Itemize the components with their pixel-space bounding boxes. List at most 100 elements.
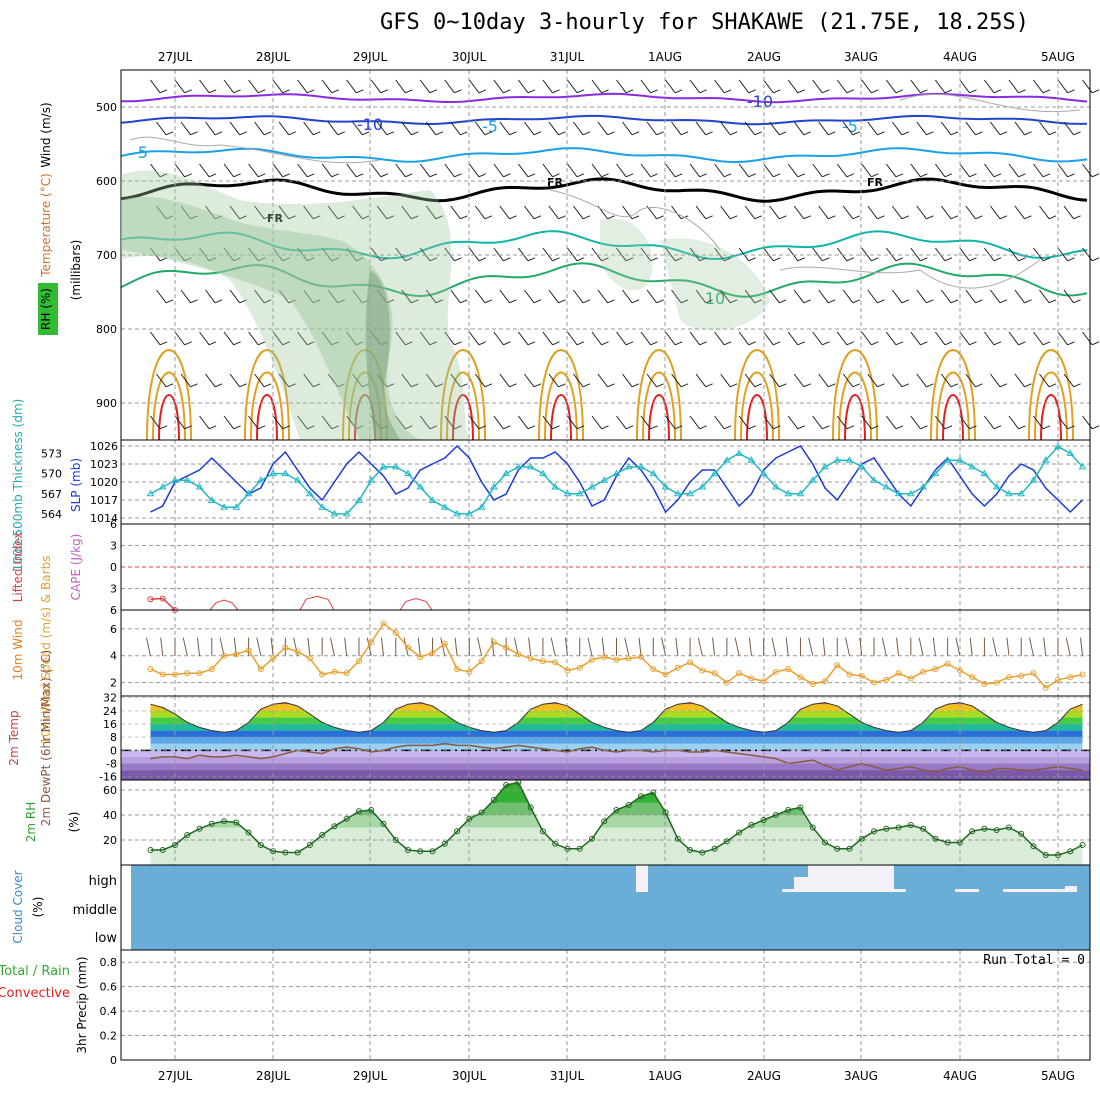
wind-barb xyxy=(861,79,872,94)
wind-barb xyxy=(616,331,627,346)
wind-barb-feather xyxy=(852,383,861,388)
wind-barb-feather xyxy=(601,425,609,430)
wind-barb xyxy=(493,247,504,262)
thickness-point xyxy=(195,483,204,490)
wind-barb xyxy=(160,637,164,656)
wind-speed-point xyxy=(883,676,890,683)
date-label-top: 3AUG xyxy=(844,50,878,64)
wind-barb-feather xyxy=(748,173,756,178)
wind-barb xyxy=(763,247,774,262)
wind-barb-feather xyxy=(975,383,983,388)
rh-band xyxy=(150,815,1083,828)
wind-barb xyxy=(793,289,805,304)
wind-barb xyxy=(1043,637,1047,656)
wind-barb-feather xyxy=(944,425,953,430)
wind-barb-feather xyxy=(478,425,487,430)
wind-barb xyxy=(738,163,750,178)
wind-barb-feather xyxy=(969,89,977,94)
wind-barb-feather xyxy=(558,383,566,388)
wind-barb-feather xyxy=(356,173,364,178)
wind-barb-feather xyxy=(950,299,959,304)
wind-barb-feather xyxy=(656,383,664,388)
temperature-band xyxy=(121,756,1090,764)
thickness-point xyxy=(551,483,560,490)
wind-barb xyxy=(440,637,446,656)
boundary-layer-contour xyxy=(446,371,480,441)
wind-barb xyxy=(370,163,382,178)
wind-barb xyxy=(748,637,752,656)
wind-barb xyxy=(910,331,921,346)
wind-barb-feather xyxy=(601,257,609,262)
wind-barb xyxy=(401,205,412,220)
wind-barb xyxy=(1082,247,1093,262)
wind-barb xyxy=(174,331,186,346)
wind-barb-feather xyxy=(257,173,266,178)
wind-barb xyxy=(180,121,192,136)
wind-barb-feather xyxy=(331,89,339,94)
wind-barb xyxy=(665,79,676,94)
wind-barb-feather xyxy=(773,173,781,178)
wind-barb-feather xyxy=(233,89,241,94)
wind-barb-feather xyxy=(1048,131,1057,136)
rh-point xyxy=(441,840,448,847)
wind-barb-feather xyxy=(901,131,910,136)
wind-barb-feather xyxy=(307,89,315,94)
wind-barb-feather xyxy=(699,257,707,262)
wind-barb-feather xyxy=(650,341,658,346)
wind-barb xyxy=(1014,121,1025,136)
rh-point xyxy=(687,847,694,853)
rh-point xyxy=(380,820,387,827)
wind-barb-feather xyxy=(625,425,634,430)
wind-barb-feather xyxy=(257,425,266,430)
wind-speed-point xyxy=(172,671,178,678)
temperature-band xyxy=(150,730,1083,738)
wind-barb xyxy=(346,79,357,94)
wind-barb xyxy=(346,415,357,430)
thickness-point xyxy=(563,489,572,497)
wind-barb xyxy=(812,163,823,178)
wind-barb-feather xyxy=(993,173,1002,178)
wind-barb-feather xyxy=(699,425,707,430)
wind-barb-feather xyxy=(411,215,419,220)
wind-barb xyxy=(861,415,872,430)
wind-barb-feather xyxy=(165,299,174,304)
thickness-point xyxy=(502,469,510,477)
wind-barb-feather xyxy=(159,257,168,262)
rh-point xyxy=(601,818,608,825)
wind-barb xyxy=(918,637,924,656)
wind-barb-feather xyxy=(233,257,241,262)
wind-barb xyxy=(714,415,725,430)
wind-barb xyxy=(616,79,627,94)
lifted-index-point xyxy=(147,596,154,603)
rh-point xyxy=(1079,842,1086,848)
date-label-top: 27JUL xyxy=(158,50,193,64)
rh-point xyxy=(331,823,338,830)
wind-barb xyxy=(517,163,529,178)
wind-barb-feather xyxy=(656,215,664,220)
wind-barb-feather xyxy=(631,215,640,220)
contour-label: -10 xyxy=(357,115,383,134)
thickness-point xyxy=(539,469,547,477)
rh-axis-label: RH (%) xyxy=(39,288,53,330)
wind-barb-feather xyxy=(429,425,438,430)
wind-barb xyxy=(1063,289,1074,304)
wind-speed-point xyxy=(895,670,902,677)
wind-barb-feather xyxy=(411,299,419,304)
wind-barb-feather xyxy=(754,215,762,220)
wind-speed-point xyxy=(871,679,878,686)
thickness-point xyxy=(698,483,707,490)
wind-speed-point xyxy=(405,644,412,651)
wind-barb xyxy=(934,163,946,178)
wind-barb-feather xyxy=(527,257,536,262)
precip-convective-label: Convective xyxy=(0,986,70,1001)
wind-barb-feather xyxy=(773,425,781,430)
wind-barb-feather xyxy=(680,383,689,388)
rh-point xyxy=(552,840,559,847)
wind-barb-feather xyxy=(165,383,174,388)
wind-barb-feather xyxy=(386,299,395,304)
thickness-point xyxy=(244,489,253,497)
wind-barb xyxy=(1008,331,1019,346)
wind-barb xyxy=(969,637,973,656)
wind-speed-point xyxy=(208,666,215,673)
